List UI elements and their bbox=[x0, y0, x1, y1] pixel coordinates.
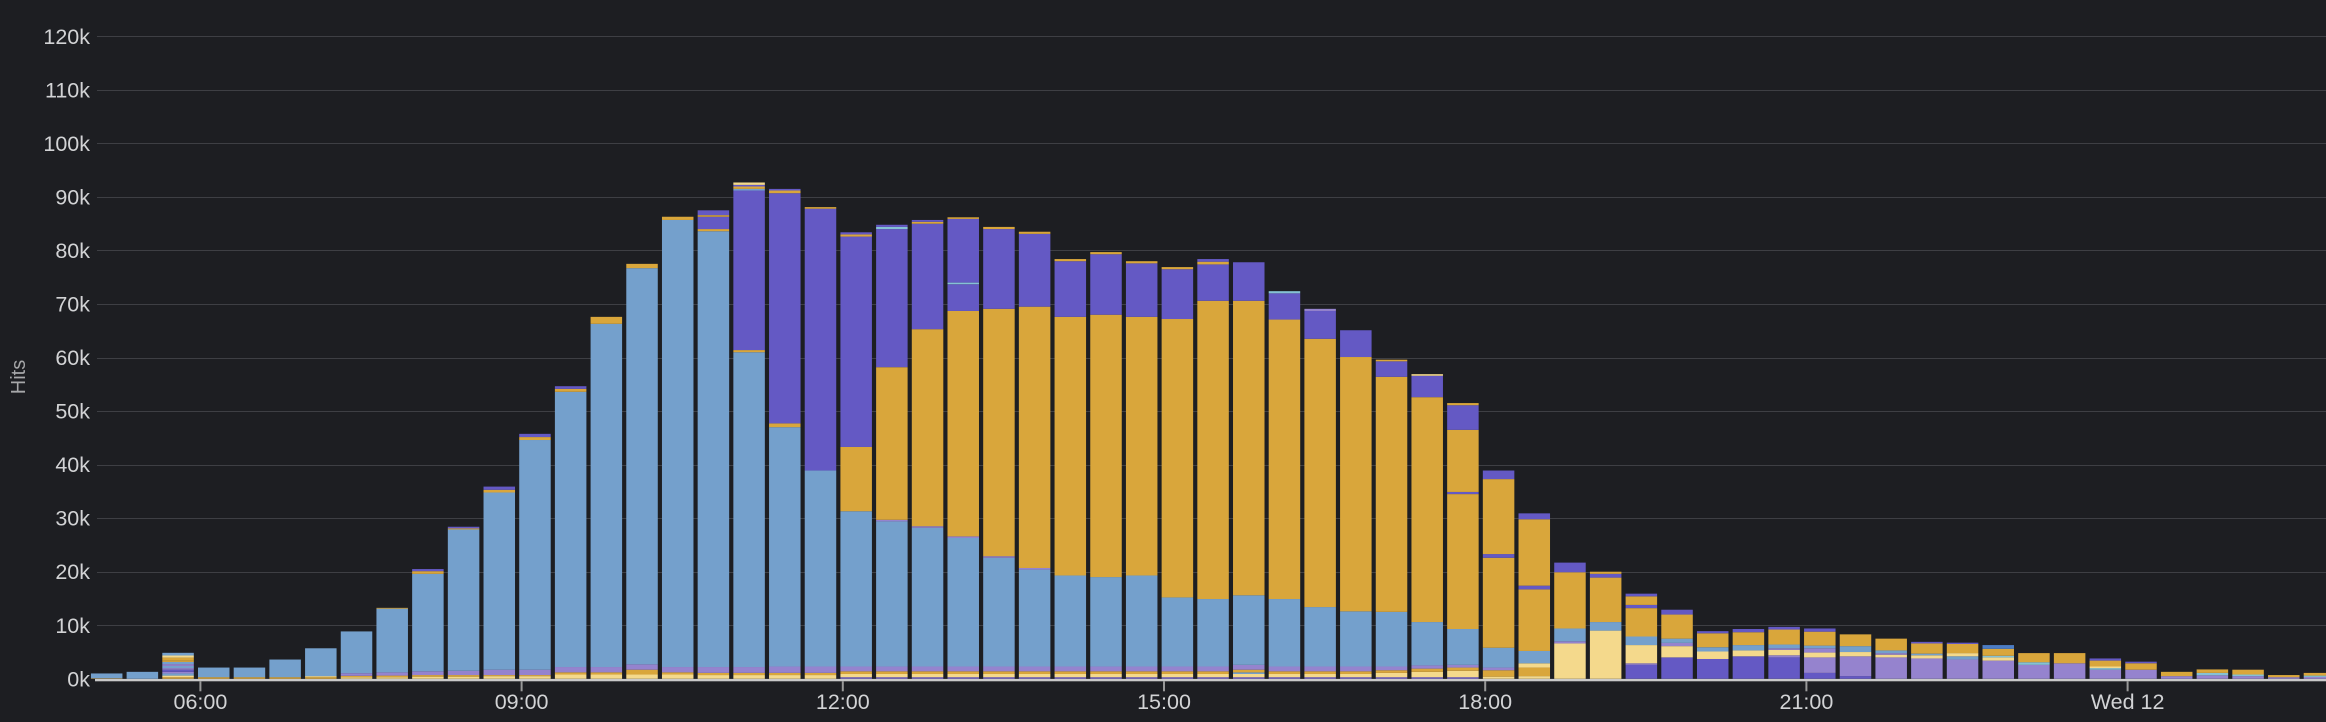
svg-text:80k: 80k bbox=[55, 239, 90, 263]
svg-text:50k: 50k bbox=[55, 400, 90, 424]
svg-text:40k: 40k bbox=[55, 453, 90, 477]
svg-text:0k: 0k bbox=[67, 667, 90, 691]
svg-text:21:00: 21:00 bbox=[1779, 690, 1833, 714]
svg-text:06:00: 06:00 bbox=[173, 690, 227, 714]
svg-text:60k: 60k bbox=[55, 346, 90, 370]
svg-text:20k: 20k bbox=[55, 560, 90, 584]
svg-text:100k: 100k bbox=[43, 132, 90, 156]
svg-text:09:00: 09:00 bbox=[495, 690, 549, 714]
svg-text:18:00: 18:00 bbox=[1458, 690, 1512, 714]
svg-text:30k: 30k bbox=[55, 507, 90, 531]
svg-text:12:00: 12:00 bbox=[816, 690, 870, 714]
svg-text:Hits: Hits bbox=[8, 360, 30, 394]
svg-text:15:00: 15:00 bbox=[1137, 690, 1191, 714]
svg-text:90k: 90k bbox=[55, 185, 90, 209]
svg-text:120k: 120k bbox=[43, 25, 90, 49]
svg-text:70k: 70k bbox=[55, 293, 90, 317]
svg-text:Wed 12: Wed 12 bbox=[2091, 690, 2165, 714]
svg-text:110k: 110k bbox=[45, 78, 90, 102]
svg-text:10k: 10k bbox=[55, 614, 90, 638]
